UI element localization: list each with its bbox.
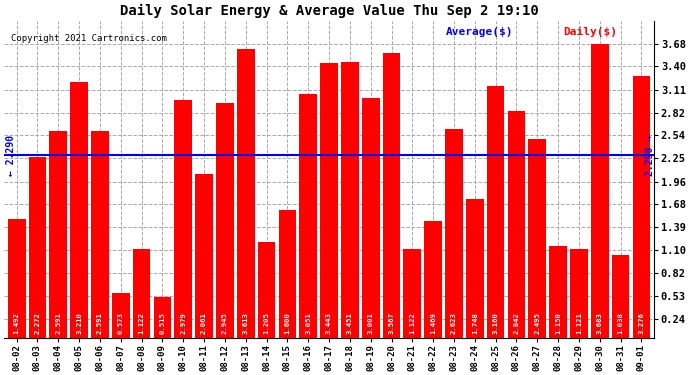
Text: 3.276: 3.276 xyxy=(638,312,644,334)
Text: 0.515: 0.515 xyxy=(159,312,166,334)
Bar xyxy=(445,129,463,338)
Bar xyxy=(549,246,567,338)
Text: 1.122: 1.122 xyxy=(409,312,415,334)
Bar xyxy=(8,219,26,338)
Text: 3.160: 3.160 xyxy=(493,312,499,334)
Text: 1.205: 1.205 xyxy=(264,312,270,334)
Bar xyxy=(570,249,588,338)
Text: 2.290 →: 2.290 → xyxy=(645,135,655,176)
Text: 3.683: 3.683 xyxy=(597,312,603,334)
Text: ← 2.290: ← 2.290 xyxy=(6,135,17,176)
Text: 2.979: 2.979 xyxy=(180,312,186,334)
Text: 2.945: 2.945 xyxy=(222,312,228,334)
Text: 3.613: 3.613 xyxy=(243,312,248,334)
Text: 0.573: 0.573 xyxy=(118,312,124,334)
Text: 3.443: 3.443 xyxy=(326,312,332,334)
Text: 2.061: 2.061 xyxy=(201,312,207,334)
Text: 2.591: 2.591 xyxy=(97,312,103,334)
Bar xyxy=(466,199,484,338)
Bar xyxy=(404,249,421,338)
Text: Copyright 2021 Cartronics.com: Copyright 2021 Cartronics.com xyxy=(10,34,166,43)
Bar xyxy=(320,63,338,338)
Text: Average($): Average($) xyxy=(446,27,513,37)
Text: 1.038: 1.038 xyxy=(618,312,624,334)
Text: 2.623: 2.623 xyxy=(451,312,457,334)
Text: 3.051: 3.051 xyxy=(305,312,311,334)
Bar xyxy=(633,76,650,338)
Bar xyxy=(612,255,629,338)
Bar xyxy=(154,297,171,338)
Bar xyxy=(279,210,296,338)
Text: 1.122: 1.122 xyxy=(139,312,145,334)
Bar xyxy=(175,100,192,338)
Bar xyxy=(257,242,275,338)
Bar xyxy=(91,131,109,338)
Bar xyxy=(216,103,234,338)
Bar xyxy=(424,221,442,338)
Bar xyxy=(591,44,609,338)
Bar xyxy=(383,53,400,338)
Text: 1.600: 1.600 xyxy=(284,312,290,334)
Text: 2.495: 2.495 xyxy=(534,312,540,334)
Bar xyxy=(29,157,46,338)
Text: 3.567: 3.567 xyxy=(388,312,395,334)
Bar xyxy=(508,111,525,338)
Text: 1.469: 1.469 xyxy=(430,312,436,334)
Bar xyxy=(362,98,380,338)
Bar xyxy=(486,86,504,338)
Text: 3.210: 3.210 xyxy=(76,312,82,334)
Text: 2.591: 2.591 xyxy=(55,312,61,334)
Text: 2.272: 2.272 xyxy=(34,312,41,334)
Text: Daily($): Daily($) xyxy=(563,27,617,37)
Bar xyxy=(529,139,546,338)
Text: 3.001: 3.001 xyxy=(368,312,374,334)
Bar xyxy=(237,50,255,338)
Bar xyxy=(50,131,67,338)
Bar xyxy=(112,292,130,338)
Bar xyxy=(341,62,359,338)
Title: Daily Solar Energy & Average Value Thu Sep 2 19:10: Daily Solar Energy & Average Value Thu S… xyxy=(119,4,538,18)
Bar xyxy=(195,174,213,338)
Text: 1.492: 1.492 xyxy=(14,312,19,334)
Text: 1.748: 1.748 xyxy=(472,312,477,334)
Text: 2.842: 2.842 xyxy=(513,312,520,334)
Bar xyxy=(132,249,150,338)
Bar xyxy=(70,82,88,338)
Text: 3.451: 3.451 xyxy=(347,312,353,334)
Bar xyxy=(299,94,317,338)
Text: 1.150: 1.150 xyxy=(555,312,561,334)
Text: 1.121: 1.121 xyxy=(576,312,582,334)
